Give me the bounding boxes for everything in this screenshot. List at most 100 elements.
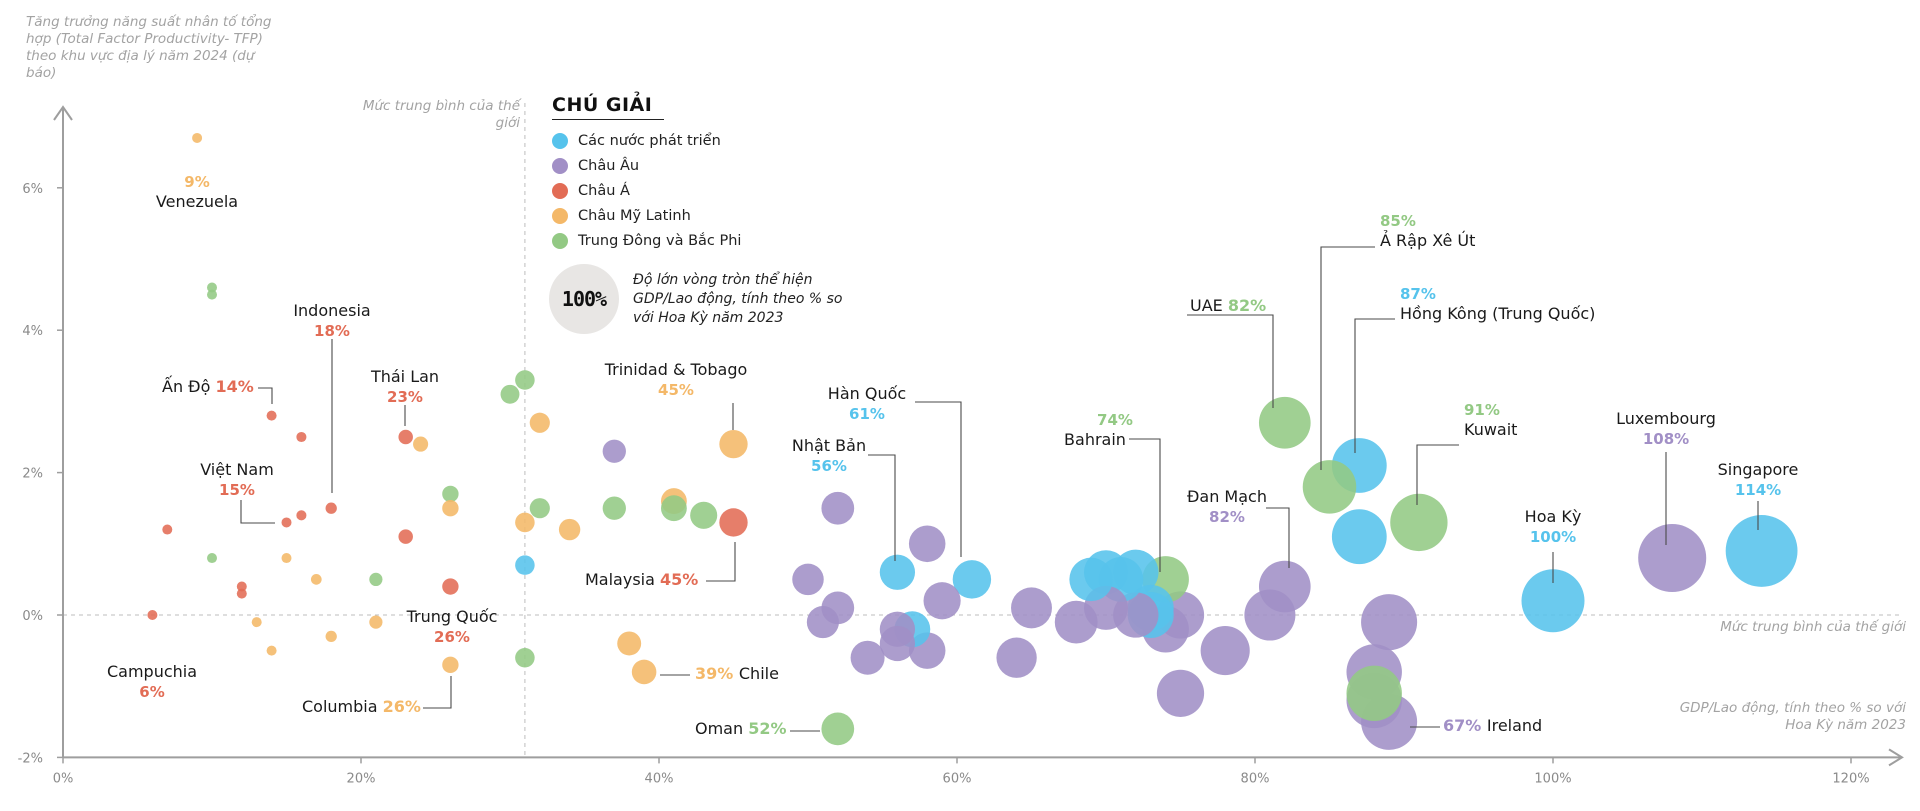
legend-list: Các nước phát triển Châu Âu Châu Á Châu … [552,128,741,253]
bubble-mena [1346,665,1402,722]
annotation-label: 67% Ireland [1443,716,1542,735]
leader-line [258,387,273,404]
size-key-text: Độ lớn vòng tròn thể hiện GDP/Lao động, … [633,271,843,326]
annotation-value: 14% [215,377,253,396]
bubble-asia [719,508,748,537]
legend-label-dev: Các nước phát triển [578,132,721,149]
bubble-eu [1200,626,1250,676]
bubble-dev [1331,509,1387,565]
annotation-value: 26% [434,628,470,646]
bubble-latam [529,412,550,433]
bubble-asia [281,517,292,528]
leader-line [1266,507,1290,568]
bubble-latam [617,631,642,656]
annotation-value: 74% [1097,411,1133,429]
annotation-name: Chile [739,664,779,683]
bubble-mena [1258,396,1311,449]
annotation-label: UAE 82% [1190,296,1266,315]
annotation-label: Columbia 26% [302,697,421,716]
bubble-dev [1521,569,1585,633]
bubble-asia [442,578,459,595]
bubble-dev [952,560,992,599]
legend-title: CHÚ GIẢI [552,94,664,120]
annotation-label: Hoa Kỳ [1525,507,1582,526]
bubble-latam [442,656,459,674]
bubble-dev [879,554,916,590]
annotation-value: 61% [849,405,885,423]
annotation-name: Ireland [1487,716,1542,735]
bubble-latam [266,645,277,656]
annotation-value: 39% [695,664,739,683]
annotation-label: Trung Quốc [406,607,498,626]
annotation-name: Ấn Độ [162,375,215,396]
legend-label-mena: Trung Đông và Bắc Phi [578,232,742,249]
bubble-asia [325,502,337,514]
annotation-value: 15% [219,481,255,499]
bubble-eu [821,491,855,525]
x-tick-label: 40% [645,771,674,786]
annotation-value: 56% [811,457,847,475]
bubble-latam [442,500,459,517]
annotation-value: 85% [1380,212,1416,230]
bubble-eu [602,439,626,463]
y-axis-arrow [53,105,73,121]
leader-line [706,542,736,582]
bubble-eu [908,525,946,563]
bubble-eu [1638,524,1707,593]
legend-item-eu: Châu Âu [552,153,741,178]
annotation-name: Columbia [302,697,383,716]
bubble-mena [821,712,855,746]
bubble-latam [281,553,292,564]
legend-swatch-asia [552,182,568,199]
bubble-mena [1390,493,1448,552]
x-tick-label: 60% [943,771,972,786]
y-tick-label: 6% [22,182,43,197]
annotation-value: 45% [660,570,698,589]
annotation-value: 82% [1228,296,1266,315]
y-tick-label: 4% [22,324,43,339]
leader-line [1129,438,1161,572]
annotation-label: Hàn Quốc [828,384,906,403]
world-average-vertical-label: Mức trung bình của thế giới [362,98,520,131]
annotation-value: 82% [1209,508,1245,526]
x-tick-label: 20% [347,771,376,786]
bubble-latam [251,617,262,628]
leader-line [1416,444,1459,505]
annotation-label: Indonesia [293,301,370,320]
annotation-label: 39% Chile [695,664,779,683]
annotation-name: Oman [695,719,748,738]
bubble-mena [690,501,718,529]
annotation-value: 6% [139,683,164,701]
bubble-asia [296,431,307,443]
legend-item-dev: Các nước phát triển [552,128,741,153]
annotation-label: Bahrain [1064,430,1126,449]
bubble-eu [923,582,961,620]
leader-line [1187,314,1274,408]
leader-line [423,676,452,709]
annotation-value: 114% [1735,481,1781,499]
bubble-asia [398,429,413,445]
leader-line [915,401,962,557]
bubble-mena [1302,460,1357,514]
annotation-label: Oman 52% [695,719,787,738]
bubble-asia [296,510,307,521]
annotation-label: Trinidad & Tobago [604,360,748,379]
legend-swatch-dev [552,132,568,149]
legend: CHÚ GIẢI Các nước phát triển Châu Âu Châ… [552,94,741,253]
bubble-asia [236,588,247,599]
size-key: 100% Độ lớn vòng tròn thể hiện GDP/Lao đ… [549,264,863,334]
bubble-eu [1361,594,1418,651]
bubble-eu [792,563,824,596]
annotation-label: Singapore [1718,460,1799,479]
world-average-horizontal-label: Mức trung bình của thế giới [1720,619,1906,635]
annotation-value: 23% [387,388,423,406]
annotation-label: Nhật Bản [792,436,866,455]
annotation-label: Luxembourg [1616,409,1716,428]
bubble-eu [1156,669,1205,717]
legend-item-latam: Châu Mỹ Latinh [552,203,741,228]
x-tick-label: 100% [1534,771,1571,786]
bubble-latam [310,574,322,585]
annotation-label: Venezuela [156,192,238,211]
bubble-mena [515,647,535,668]
annotation-label: Hồng Kông (Trung Quốc) [1400,304,1595,323]
